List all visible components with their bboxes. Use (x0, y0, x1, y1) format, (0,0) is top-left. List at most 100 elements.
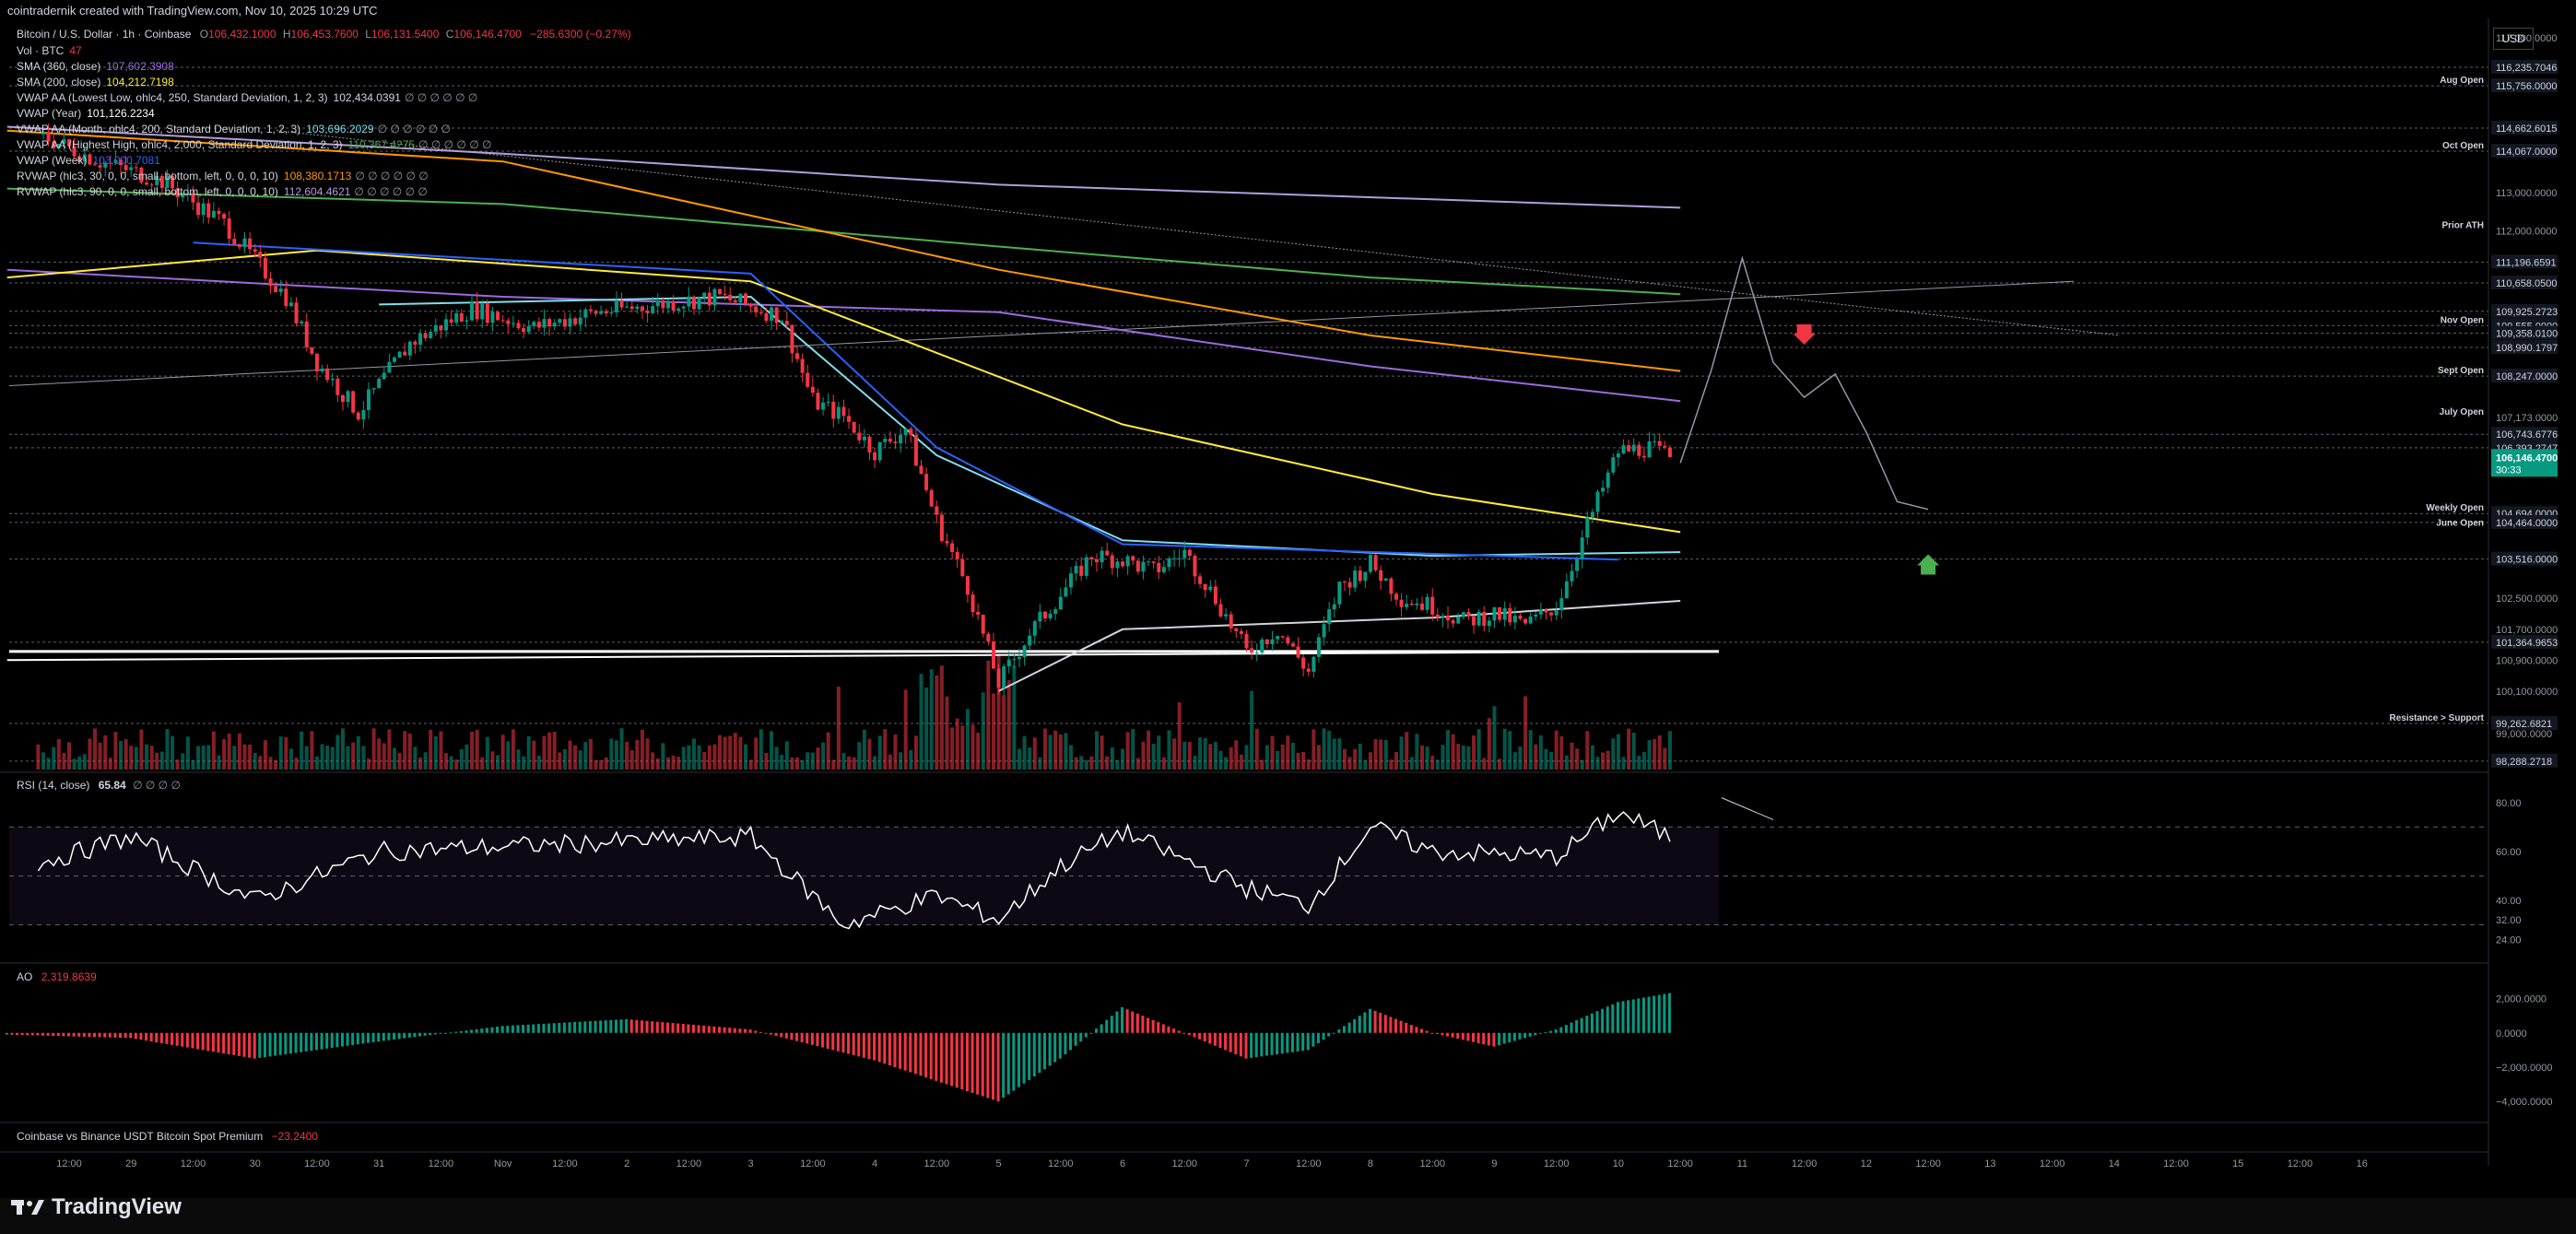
currency-button[interactable]: USD (2493, 28, 2534, 50)
ao-tick: −4,000.0000 (2496, 1097, 2552, 1108)
candle-body (1224, 614, 1229, 617)
ao-bar (175, 1032, 179, 1046)
ao-bar (300, 1032, 303, 1052)
ao-bar (847, 1032, 851, 1054)
price-tick: 113,000.0000 (2496, 188, 2557, 199)
price-tag-bg (2491, 716, 2558, 731)
indicator-legend-row[interactable]: VWAP AA (Highest High, ohlc4, 2,000, Sta… (17, 138, 491, 151)
candle-body (407, 341, 412, 356)
candle-body (1405, 604, 1409, 607)
candle-body (185, 193, 190, 195)
candle-body (1389, 578, 1394, 594)
ao-bar (134, 1032, 137, 1040)
candle-body (1177, 558, 1182, 559)
volume-bar (330, 746, 335, 770)
indicator-legend-row[interactable]: RVWAP (hlc3, 30, 0, 0, small, bottom, le… (17, 170, 429, 182)
volume-bar (717, 735, 722, 770)
indicator-dots: ∅ ∅ ∅ ∅ ∅ ∅ (354, 185, 428, 198)
candle-body (939, 514, 944, 542)
volume-bar (506, 741, 511, 770)
candle-body (893, 441, 898, 443)
time-tick: 13 (1984, 1158, 1995, 1169)
candle-body (98, 165, 102, 168)
candle-body (62, 139, 66, 145)
volume-bar (258, 756, 263, 770)
volume-bar (1208, 744, 1213, 770)
volume-bar (723, 736, 727, 770)
volume-bar (676, 757, 681, 770)
volume-bar (1667, 731, 1672, 770)
time-tick: 12:00 (1792, 1158, 1817, 1169)
volume-bar (578, 750, 582, 770)
rsi-legend[interactable]: RSI (14, close) 65.84 ∅ ∅ ∅ ∅ (17, 779, 181, 792)
ao-bar (222, 1032, 226, 1054)
ao-bar (237, 1032, 241, 1056)
candle-body (960, 558, 965, 577)
volume-bar (1631, 733, 1636, 770)
ao-bar (278, 1032, 282, 1055)
candle-body (1147, 561, 1151, 563)
ao-bar (1234, 1032, 1238, 1055)
ao-bar (867, 1032, 871, 1060)
volume-bar (155, 752, 159, 770)
indicator-legend-row[interactable]: VWAP (Week) 103,000.7081 (17, 154, 160, 167)
indicator-legend-row[interactable]: SMA (360, close) 107,602.3908 (17, 60, 174, 73)
volume-bar (1002, 695, 1006, 770)
ao-bar (1601, 1008, 1605, 1033)
volume-bar (1585, 731, 1590, 770)
ao-bar (124, 1032, 127, 1039)
candle-body (1017, 657, 1021, 660)
volume-bar (67, 742, 71, 770)
volume-bar (145, 744, 149, 770)
volume-bar (165, 729, 170, 770)
indicator-label: RVWAP (hlc3, 30, 0, 0, small, bottom, le… (17, 170, 278, 182)
candle-body (351, 391, 356, 413)
ao-bar (986, 1032, 990, 1099)
ao-bar (1585, 1016, 1589, 1033)
low-value: 106,131.5400 (371, 28, 440, 41)
tradingview-logo[interactable]: TradingView (11, 1194, 182, 1220)
candle-body (852, 421, 856, 433)
indicator-legend-row[interactable]: SMA (200, close) 104,212.7198 (17, 76, 174, 88)
candle-body (728, 294, 733, 300)
ao-legend[interactable]: AO 2,319.8639 (17, 970, 97, 983)
indicator-legend-row[interactable]: Vol · BTC 47 (17, 44, 82, 57)
level-label: Nov Open (2441, 315, 2484, 325)
candle-body (191, 193, 195, 203)
indicator-legend-row[interactable]: VWAP AA (Lowest Low, ohlc4, 250, Standar… (17, 91, 477, 104)
candle-body (1115, 561, 1120, 569)
ao-bar (155, 1032, 159, 1042)
price-tag-bg (2491, 121, 2558, 135)
ao-bar (935, 1032, 938, 1081)
volume-bar (1601, 752, 1606, 770)
ao-bar (929, 1032, 933, 1079)
volume-bar (728, 735, 733, 770)
indicator-legend-row[interactable]: VWAP AA (Month, ohlc4, 200, Standard Dev… (17, 123, 451, 135)
ao-bar (883, 1032, 887, 1064)
premium-legend[interactable]: Coinbase vs Binance USDT Bitcoin Spot Pr… (17, 1130, 318, 1143)
volume-bar (635, 739, 640, 770)
ao-bar (1383, 1015, 1387, 1033)
tradingview-chart[interactable]: Aug Open Oct Open Prior ATH Nov Open Sept Op… (0, 0, 2576, 1198)
volume-bar (599, 759, 604, 770)
price-tick: 100,100.0000 (2496, 687, 2558, 698)
candle-body (738, 293, 743, 303)
volume-bar (465, 744, 469, 770)
volume-bar (774, 746, 779, 770)
candle-body (676, 308, 681, 311)
symbol-legend[interactable]: Bitcoin / U.S. Dollar · 1h · Coinbase O1… (17, 28, 631, 41)
volume-bar (1089, 756, 1094, 770)
candle-body (888, 439, 892, 442)
ao-bar (72, 1032, 76, 1037)
volume-bar (418, 758, 423, 770)
indicator-legend-row[interactable]: RVWAP (hlc3, 90, 0, 0, small, bottom, le… (17, 185, 428, 198)
ao-tick: 2,000.0000 (2496, 994, 2547, 1005)
indicator-legend-row[interactable]: VWAP (Year) 101,126.2234 (17, 107, 155, 120)
candle-body (1280, 636, 1285, 638)
candle-body (558, 319, 562, 323)
candle-body (945, 541, 949, 544)
ao-bar (366, 1032, 370, 1043)
price-tag-bg (2491, 254, 2558, 269)
volume-bar (888, 754, 892, 770)
chart-credit: cointradernik created with TradingView.c… (7, 4, 378, 18)
